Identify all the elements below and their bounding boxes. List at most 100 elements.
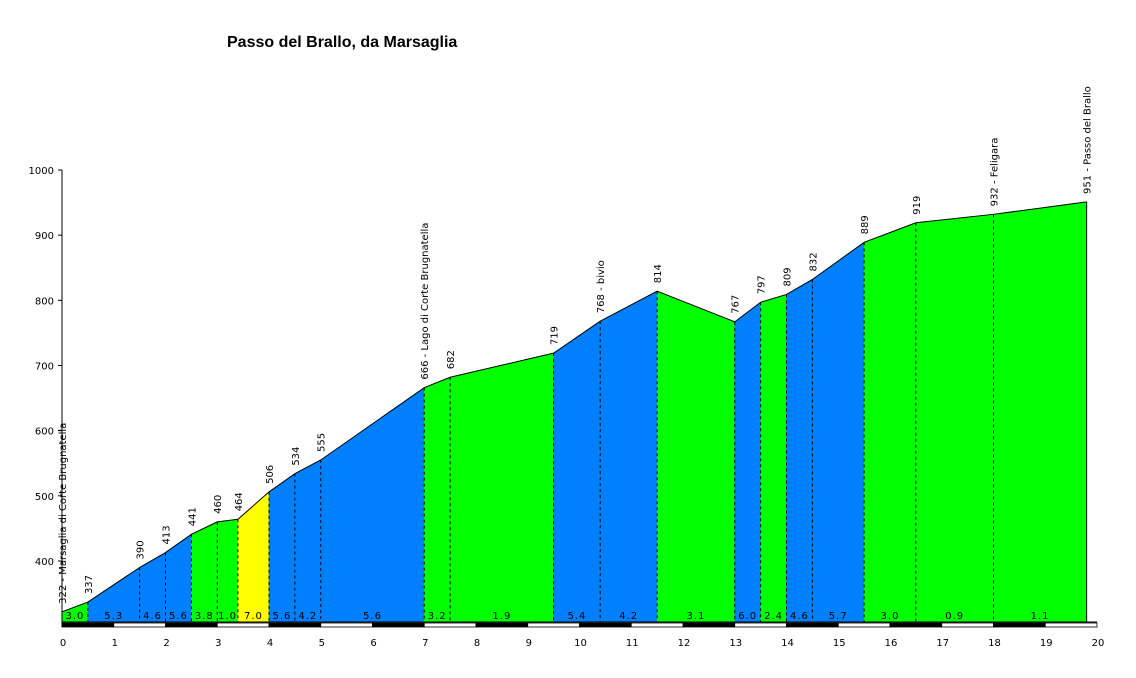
elevation-label: 506 [265, 465, 276, 484]
gradient-label: 3.8 [195, 611, 214, 622]
x-tick-label: 5 [319, 638, 325, 649]
elevation-label: 919 [912, 196, 923, 215]
y-tick-label: 600 [35, 427, 54, 438]
gradient-label: 3.1 [686, 611, 705, 622]
gradient-segment-21 [915, 213, 994, 623]
x-tick-label: 12 [678, 638, 691, 649]
gradient-label: 5.4 [567, 611, 586, 622]
gradient-label: 7.0 [244, 611, 263, 622]
x-tick-label: 13 [729, 638, 742, 649]
elevation-label: 322 - Marsaglia di Corte Brugnatella [58, 423, 69, 604]
gradient-segment-12 [449, 352, 554, 623]
x-tick-label: 1 [112, 638, 118, 649]
elevation-label: 682 [446, 350, 457, 369]
gradient-segment-17 [760, 294, 787, 623]
x-tick-label: 19 [1040, 638, 1053, 649]
segment-dividers [87, 201, 1088, 622]
gradient-label: 5.6 [169, 611, 188, 622]
gradient-label: 3.2 [428, 611, 447, 622]
elevation-label: 337 [84, 575, 95, 594]
gradient-label: 1.0 [218, 611, 237, 622]
km-bar [837, 622, 891, 628]
x-tick-label: 6 [370, 638, 376, 649]
x-tick-label: 0 [60, 638, 66, 649]
gradient-label: 5.3 [104, 611, 123, 622]
gradient-segment-15 [656, 290, 736, 623]
elevation-label: 809 [783, 267, 794, 286]
elevation-label: 413 [162, 525, 173, 544]
km-bar [941, 622, 994, 628]
y-tick-label: 500 [35, 492, 54, 503]
gradient-label: 1.9 [492, 611, 511, 622]
km-bar [527, 622, 580, 628]
elevation-label: 814 [653, 264, 664, 283]
x-tick-label: 17 [936, 638, 949, 649]
gradient-segment-8 [268, 473, 296, 623]
km-bar [113, 622, 166, 628]
gradient-segment-4 [165, 533, 192, 623]
y-tick-label: 400 [35, 557, 54, 568]
gradient-label: 4.2 [298, 611, 317, 622]
gradient-segment-18 [786, 278, 813, 623]
gradient-label: 1.1 [1031, 611, 1050, 622]
y-tick-label: 800 [35, 296, 54, 307]
elevation-label: 932 - Feligara [990, 138, 1001, 207]
gradient-segment-6 [216, 518, 239, 623]
gradient-label: 4.2 [619, 611, 638, 622]
elevation-label: 534 [291, 447, 302, 466]
x-tick-label: 9 [526, 638, 532, 649]
profile-line [61, 201, 1087, 613]
gradient-segment-19 [812, 241, 865, 623]
x-tick-label: 20 [1092, 638, 1105, 649]
km-bar [61, 622, 115, 628]
elevation-label: 666 - Lago di Corte Brugnatella [420, 223, 431, 380]
x-tick-label: 4 [267, 638, 273, 649]
x-tick-label: 3 [215, 638, 221, 649]
x-tick-label: 2 [163, 638, 169, 649]
gradient-segment-9 [294, 459, 322, 623]
elevation-label: 768 - bivio [596, 260, 607, 313]
km-bar [165, 622, 218, 628]
gradient-label: 0.9 [945, 611, 964, 622]
gradient-label: 2.4 [764, 611, 783, 622]
gradient-segment-13 [553, 320, 601, 623]
gradient-segment-16 [734, 301, 761, 623]
gradient-label: 4.6 [790, 611, 809, 622]
x-tick-label: 15 [833, 638, 846, 649]
gradient-label: 5.6 [363, 611, 382, 622]
profile-outline [61, 201, 1087, 613]
elevation-label: 555 [317, 433, 328, 452]
x-tick-label: 10 [574, 638, 587, 649]
gradient-label: 6.0 [738, 611, 757, 622]
elevation-label: 441 [187, 507, 198, 526]
y-tick-label: 700 [35, 362, 54, 373]
elevation-label: 951 - Passo del Brallo [1083, 86, 1094, 194]
x-tick-label: 16 [885, 638, 898, 649]
x-tick-label: 11 [626, 638, 639, 649]
km-bar [786, 622, 839, 628]
x-tick-label: 14 [781, 638, 794, 649]
gradient-label: 5.6 [272, 611, 291, 622]
chart-title: Passo del Brallo, da Marsaglia [227, 34, 458, 51]
gradient-segment-5 [191, 521, 218, 623]
gradient-segment-14 [599, 290, 658, 623]
elevation-label: 464 [234, 492, 245, 511]
km-bar [320, 622, 373, 628]
gradient-labels: 3.0 5.3 4.6 5.6 3.8 1.0 7.0 5.6 4.2 5.6 3.2 1.9 5.4 4… [65, 611, 1050, 622]
y-tick-label: 900 [35, 231, 54, 242]
elevation-label: 719 [550, 326, 561, 345]
gradient-segment-10 [320, 387, 425, 623]
gradient-areas [61, 201, 1087, 623]
km-bar [993, 622, 1046, 628]
x-tick-label: 7 [422, 638, 428, 649]
km-bar [475, 622, 529, 628]
km-bar [268, 622, 322, 628]
elevation-label: 767 [731, 295, 742, 314]
gradient-segment-20 [863, 222, 917, 623]
km-bar [682, 622, 736, 628]
elevation-label: 460 [213, 495, 224, 514]
x-tick-label: 8 [474, 638, 480, 649]
